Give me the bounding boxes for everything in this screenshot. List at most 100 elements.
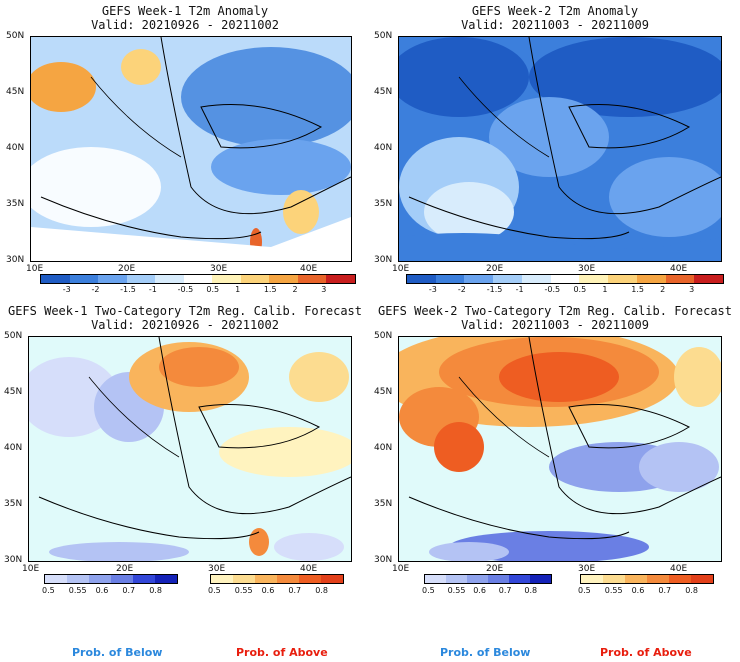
above-colorbar <box>580 574 714 584</box>
anomaly-colorbar <box>40 274 356 284</box>
colorbar-swatch <box>493 275 522 283</box>
colorbar-tick-label: 0.6 <box>473 586 486 595</box>
lon-label: 10E <box>392 564 410 574</box>
panel-valid: Valid: 20210926 - 20211002 <box>91 18 279 32</box>
colorbar-swatch <box>464 275 494 283</box>
lat-label: 40N <box>374 143 393 153</box>
panel-week2-probability: GEFS Week-2 Two-Category T2m Reg. Calib.… <box>370 298 740 598</box>
colorbar-swatch <box>521 275 551 283</box>
colorbar-swatch <box>625 575 647 583</box>
footer-prob-above: Prob. of Above <box>600 646 692 659</box>
lat-label: 45N <box>374 87 393 97</box>
colorbar-swatch <box>89 575 111 583</box>
colorbar-tick-label: 0.55 <box>447 586 466 595</box>
colorbar-tick-label: 0.6 <box>631 586 645 595</box>
colorbar-tick-label: -0.5 <box>544 285 561 294</box>
colorbar-swatch <box>98 275 127 283</box>
colorbar-tick-label: 0.8 <box>149 586 162 595</box>
panel-week1-probability: GEFS Week-1 Two-Category T2m Reg. Calib.… <box>0 298 370 598</box>
lat-label: 40N <box>374 443 393 453</box>
anomaly-ticks: -3 -2 -1.5 -1 -0.5 0.5 1 1.5 2 3 <box>406 285 724 295</box>
colorbar-swatch <box>233 575 255 583</box>
colorbar-swatch <box>240 275 270 283</box>
colorbar-swatch <box>608 275 637 283</box>
lat-label: 50N <box>374 331 393 341</box>
lon-label: 20E <box>486 264 504 274</box>
colorbar-swatch <box>299 575 321 583</box>
panel-title: GEFS Week-1 T2m Anomaly <box>101 4 269 18</box>
lat-label: 30N <box>374 255 393 265</box>
colorbar-tick-label: -2 <box>457 285 466 294</box>
colorbar-swatch <box>691 575 713 583</box>
colorbar-tick-label: 3 <box>321 285 327 294</box>
colorbar-tick-label: 0.5 <box>206 285 220 294</box>
colorbar-swatch <box>155 575 177 583</box>
colorbar-swatch <box>211 575 233 583</box>
lat-label: 40N <box>4 443 23 453</box>
colorbar-tick-label: 0.8 <box>315 586 328 595</box>
colorbar-swatch <box>321 575 343 583</box>
colorbar-tick-label: 0.8 <box>524 586 538 595</box>
colorbar-tick-label: 0.5 <box>208 586 221 595</box>
lat-label: 45N <box>4 387 23 397</box>
colorbar-swatch <box>425 575 446 583</box>
colorbar-swatch <box>255 575 277 583</box>
colorbar-tick-label: 1 <box>602 285 608 294</box>
lat-label: 35N <box>4 499 23 509</box>
colorbar-tick-label: 2 <box>292 285 298 294</box>
colorbar-tick-label: 0.55 <box>68 586 87 595</box>
colorbar-tick-label: -3 <box>428 285 437 294</box>
colorbar-swatch <box>665 275 695 283</box>
panel-title: GEFS Week-2 T2m Anomaly <box>471 4 639 18</box>
lat-label: 35N <box>6 199 25 209</box>
panel-week1-anomaly: GEFS Week-1 T2m Anomaly Valid: 20210926 … <box>0 0 370 294</box>
colorbar-swatch <box>488 575 509 583</box>
colorbar-tick-label: 0.5 <box>578 586 591 595</box>
colorbar-tick-label: 1.5 <box>631 285 644 294</box>
colorbar-swatch <box>581 575 603 583</box>
colorbar-tick-label: 0.5 <box>422 586 435 595</box>
below-ticks: 0.5 0.55 0.6 0.7 0.8 <box>42 586 178 596</box>
colorbar-swatch <box>297 275 327 283</box>
footer-prob-below: Prob. of Below <box>72 646 163 659</box>
lon-label: 20E <box>486 564 504 574</box>
lat-label: 30N <box>374 555 393 565</box>
colorbar-tick-label: -1.5 <box>120 285 136 294</box>
panel-title: GEFS Week-1 Two-Category T2m Reg. Calib.… <box>7 304 362 318</box>
lat-label: 30N <box>6 255 25 265</box>
colorbar-tick-label: 0.7 <box>122 586 136 595</box>
below-colorbar <box>44 574 178 584</box>
lon-label: 40E <box>300 264 318 274</box>
lon-label: 30E <box>578 264 596 274</box>
colorbar-swatch <box>69 275 99 283</box>
lon-label: 40E <box>670 564 688 574</box>
colorbar-swatch <box>603 575 625 583</box>
colorbar-tick-label: -0.5 <box>177 285 194 294</box>
lon-label: 30E <box>208 564 226 574</box>
colorbar-tick-label: 2 <box>660 285 666 294</box>
colorbar-swatch <box>435 275 465 283</box>
map-canvas <box>399 37 721 261</box>
panel-week2-anomaly: GEFS Week-2 T2m Anomaly Valid: 20211003 … <box>370 0 740 294</box>
colorbar-swatch <box>133 575 155 583</box>
colorbar-tick-label: 0.55 <box>234 586 253 595</box>
colorbar-swatch <box>647 575 669 583</box>
anomaly-ticks: -3 -2 -1.5 -1 -0.5 0.5 1 1.5 2 3 <box>40 285 356 295</box>
below-colorbar <box>424 574 552 584</box>
lat-label: 30N <box>4 555 23 565</box>
colorbar-swatch <box>509 575 530 583</box>
map-canvas <box>399 337 721 561</box>
colorbar-tick-label: -1.5 <box>486 285 503 294</box>
lat-label: 35N <box>374 199 393 209</box>
colorbar-swatch <box>636 275 666 283</box>
lon-label: 30E <box>210 264 228 274</box>
panel-valid: Valid: 20211003 - 20211009 <box>461 18 649 32</box>
colorbar-swatch <box>446 575 467 583</box>
colorbar-swatch <box>530 575 551 583</box>
colorbar-swatch <box>111 575 133 583</box>
anomaly-colorbar <box>406 274 724 284</box>
colorbar-tick-label: 0.7 <box>288 586 302 595</box>
map-canvas <box>29 337 351 561</box>
footer-prob-below: Prob. of Below <box>440 646 531 659</box>
lat-label: 50N <box>374 31 393 41</box>
